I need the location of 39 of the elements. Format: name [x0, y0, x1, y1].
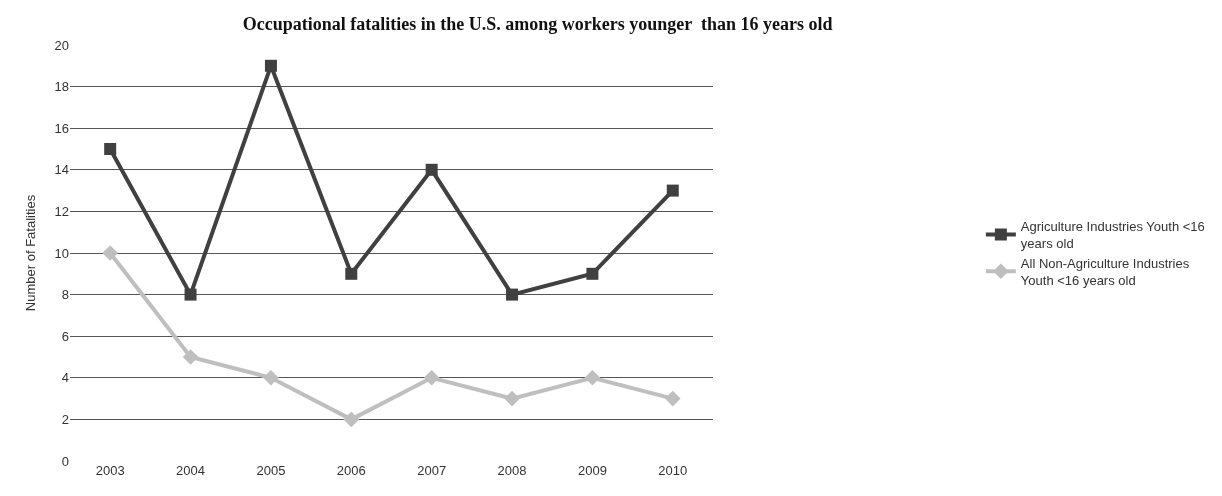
legend-label: All Non-Agriculture Industries Youth <16 years old [1020, 255, 1190, 288]
chart-title: Occupational fatalities in the U.S. among workers younger than 16 years old [242, 13, 833, 34]
point [666, 184, 679, 197]
point [425, 163, 438, 176]
x-tick-label: 2005 [256, 463, 286, 478]
y-tick-label: 6 [61, 328, 69, 344]
point [506, 288, 519, 301]
x-tick-label: 2008 [497, 463, 527, 478]
point [263, 370, 279, 386]
x-tick-label: 2006 [336, 463, 366, 478]
y-tick-label: 0 [61, 453, 69, 469]
legend-label: Agriculture Industries Youth <16 years old [1020, 219, 1205, 251]
y-tick-label: 14 [54, 162, 69, 178]
point [184, 288, 197, 301]
y-tick-label: 12 [54, 203, 69, 219]
y-tick-label: 16 [54, 120, 69, 136]
x-tick-label: 2007 [417, 463, 447, 478]
x-tick-label: 2010 [658, 463, 688, 478]
point [584, 370, 601, 386]
point [423, 370, 440, 386]
y-tick-label: 10 [54, 245, 69, 261]
y-tick-label: 8 [61, 287, 69, 303]
point [504, 390, 520, 407]
point [264, 59, 277, 72]
x-tick-label: 2004 [176, 463, 206, 478]
y-tick-label: 18 [54, 79, 69, 95]
point [343, 411, 360, 428]
y-axis-title: Number of Fatalities [23, 194, 39, 312]
x-tick-label: 2003 [95, 463, 125, 478]
point [102, 245, 118, 261]
point [182, 349, 199, 365]
y-tick-label: 2 [61, 411, 69, 427]
point [104, 143, 117, 155]
point [664, 390, 681, 407]
x-tick-label: 2009 [577, 463, 607, 478]
point [345, 267, 358, 280]
y-tick-label: 20 [54, 37, 69, 53]
y-tick-label: 4 [61, 370, 69, 386]
point [586, 267, 599, 280]
